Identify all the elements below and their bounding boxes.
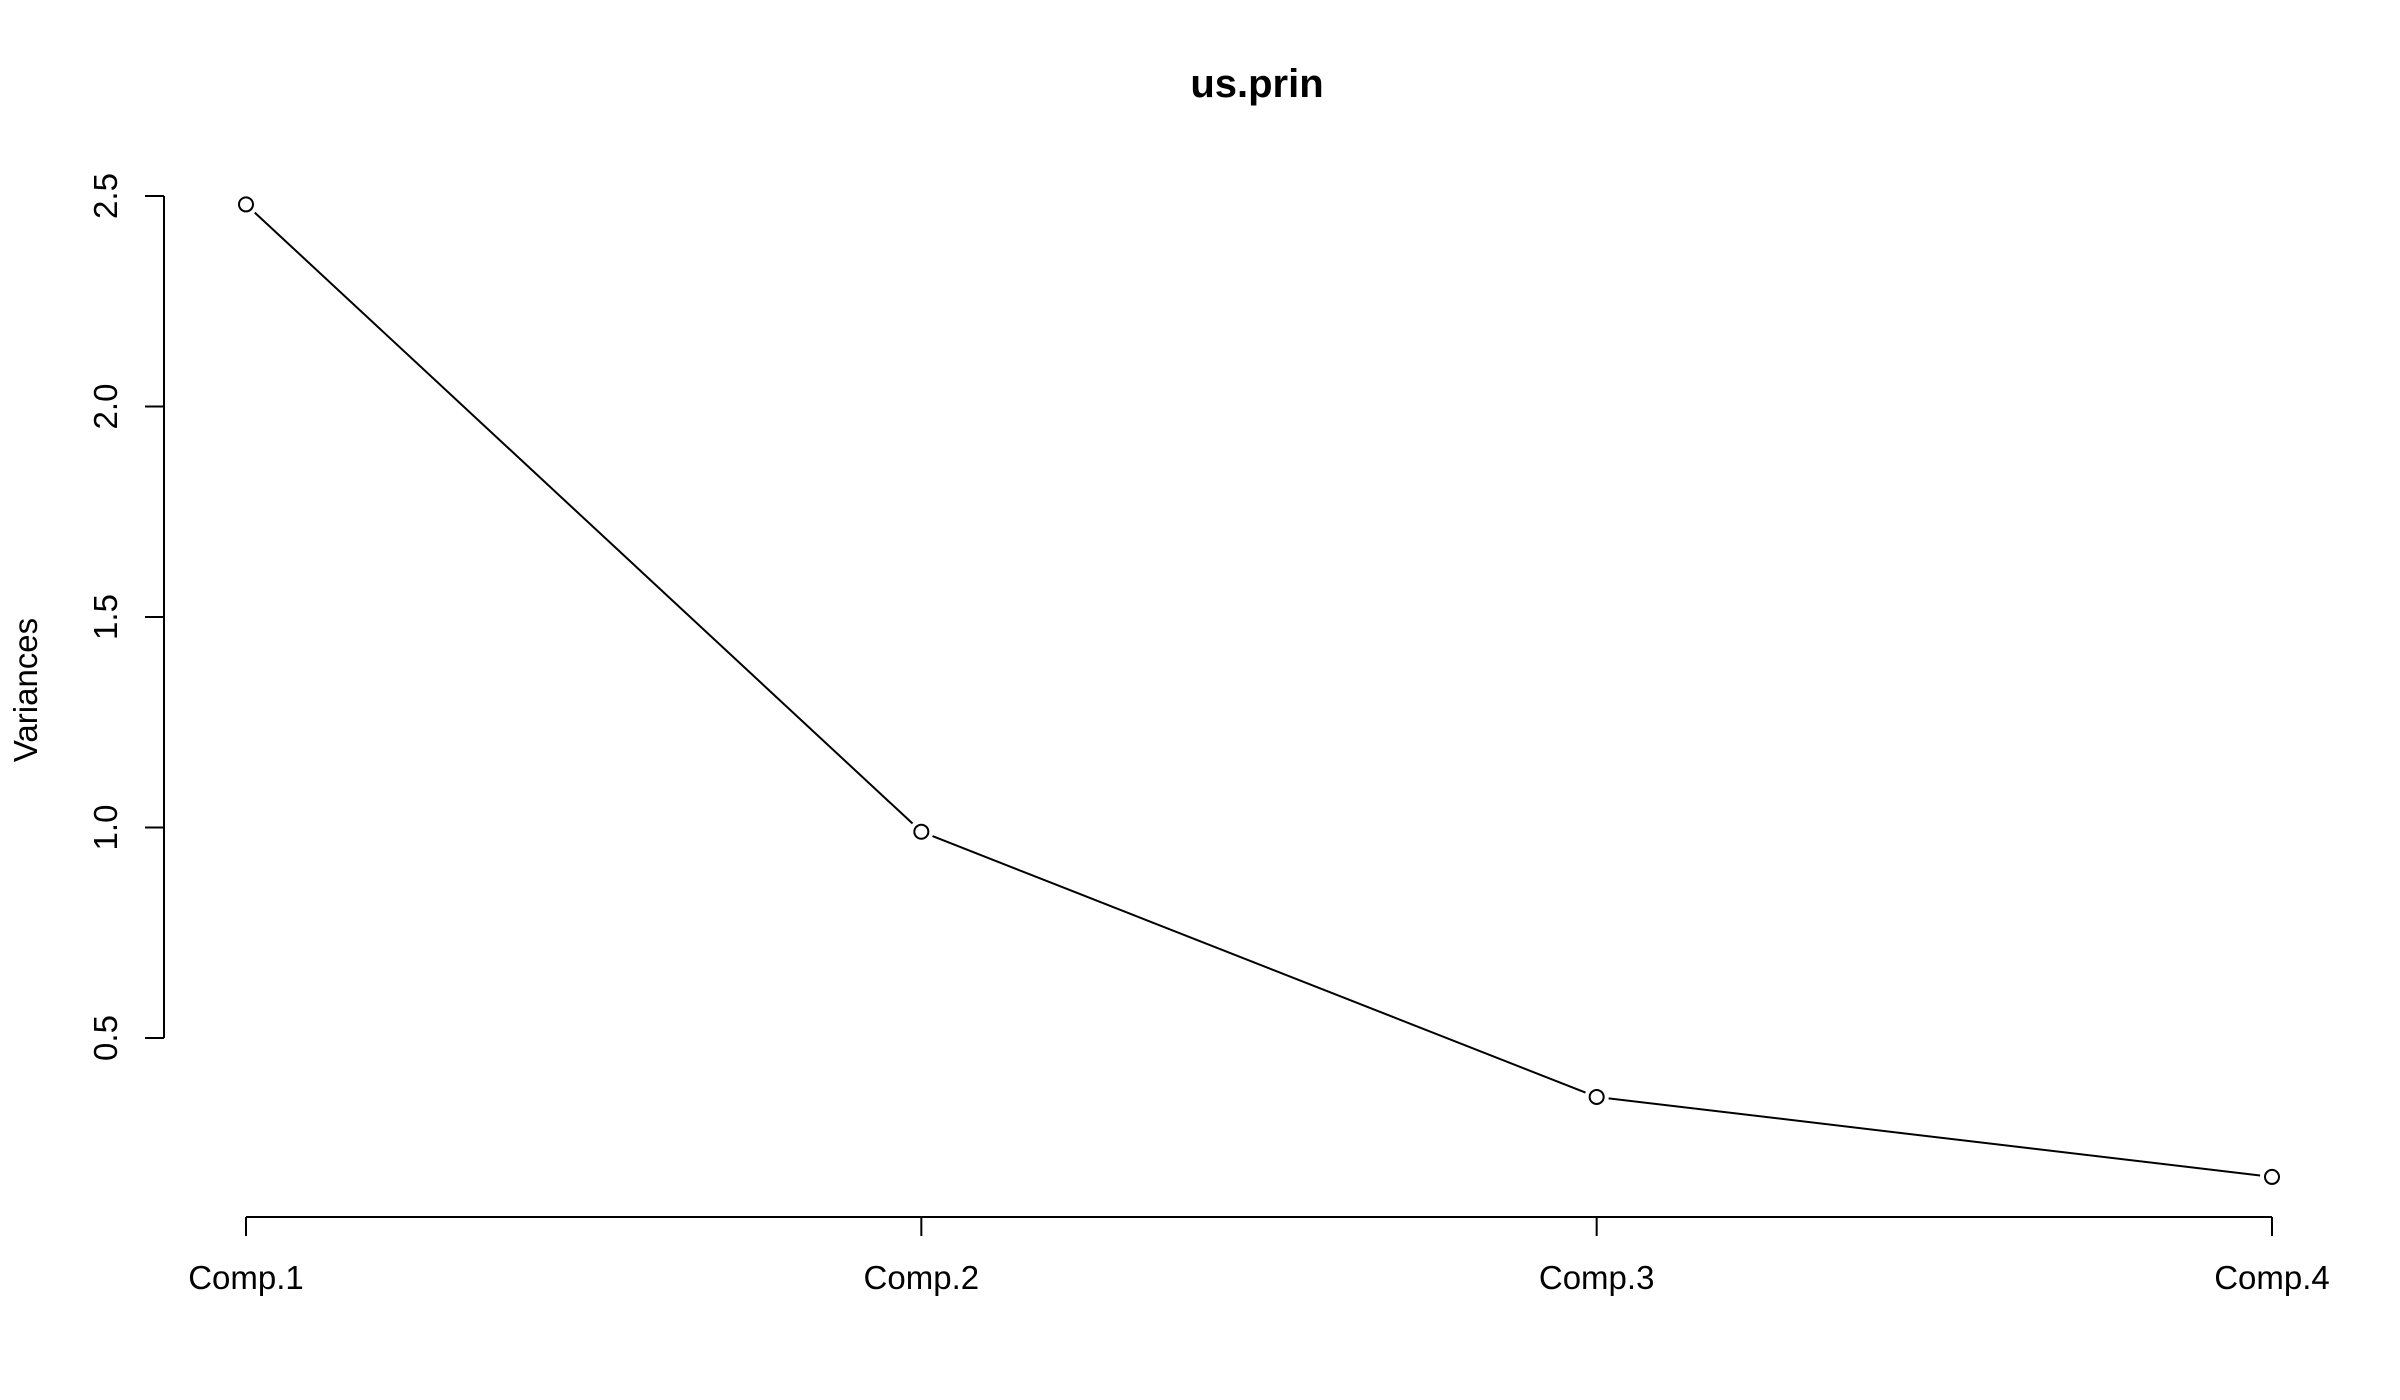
data-point (913, 823, 930, 840)
data-point (238, 196, 254, 213)
x-axis: Comp.1 Comp.2 Comp.3 Comp.4 (188, 1216, 2330, 1296)
y-axis-label: Variances (7, 618, 44, 762)
series-segment (254, 211, 914, 825)
series-segment (1608, 1097, 2261, 1177)
y-tick-label: 1.5 (87, 594, 124, 640)
y-tick-label: 2.0 (87, 384, 124, 430)
data-point (2264, 1168, 2280, 1185)
variance-series (238, 196, 2280, 1185)
x-tick-label: Comp.3 (1539, 1259, 1655, 1296)
y-tick-label: 2.5 (87, 173, 124, 219)
x-tick-label: Comp.2 (864, 1259, 980, 1296)
y-axis: 0.5 1.0 1.5 2.0 2.5 (87, 173, 165, 1061)
y-tick-label: 0.5 (87, 1015, 124, 1061)
x-tick-label: Comp.4 (2214, 1259, 2330, 1296)
y-tick-label: 1.0 (87, 805, 124, 851)
chart-title: us.prin (1190, 62, 1323, 106)
series-segment (932, 835, 1586, 1094)
x-tick-label: Comp.1 (188, 1259, 304, 1296)
data-point (1588, 1088, 1605, 1105)
